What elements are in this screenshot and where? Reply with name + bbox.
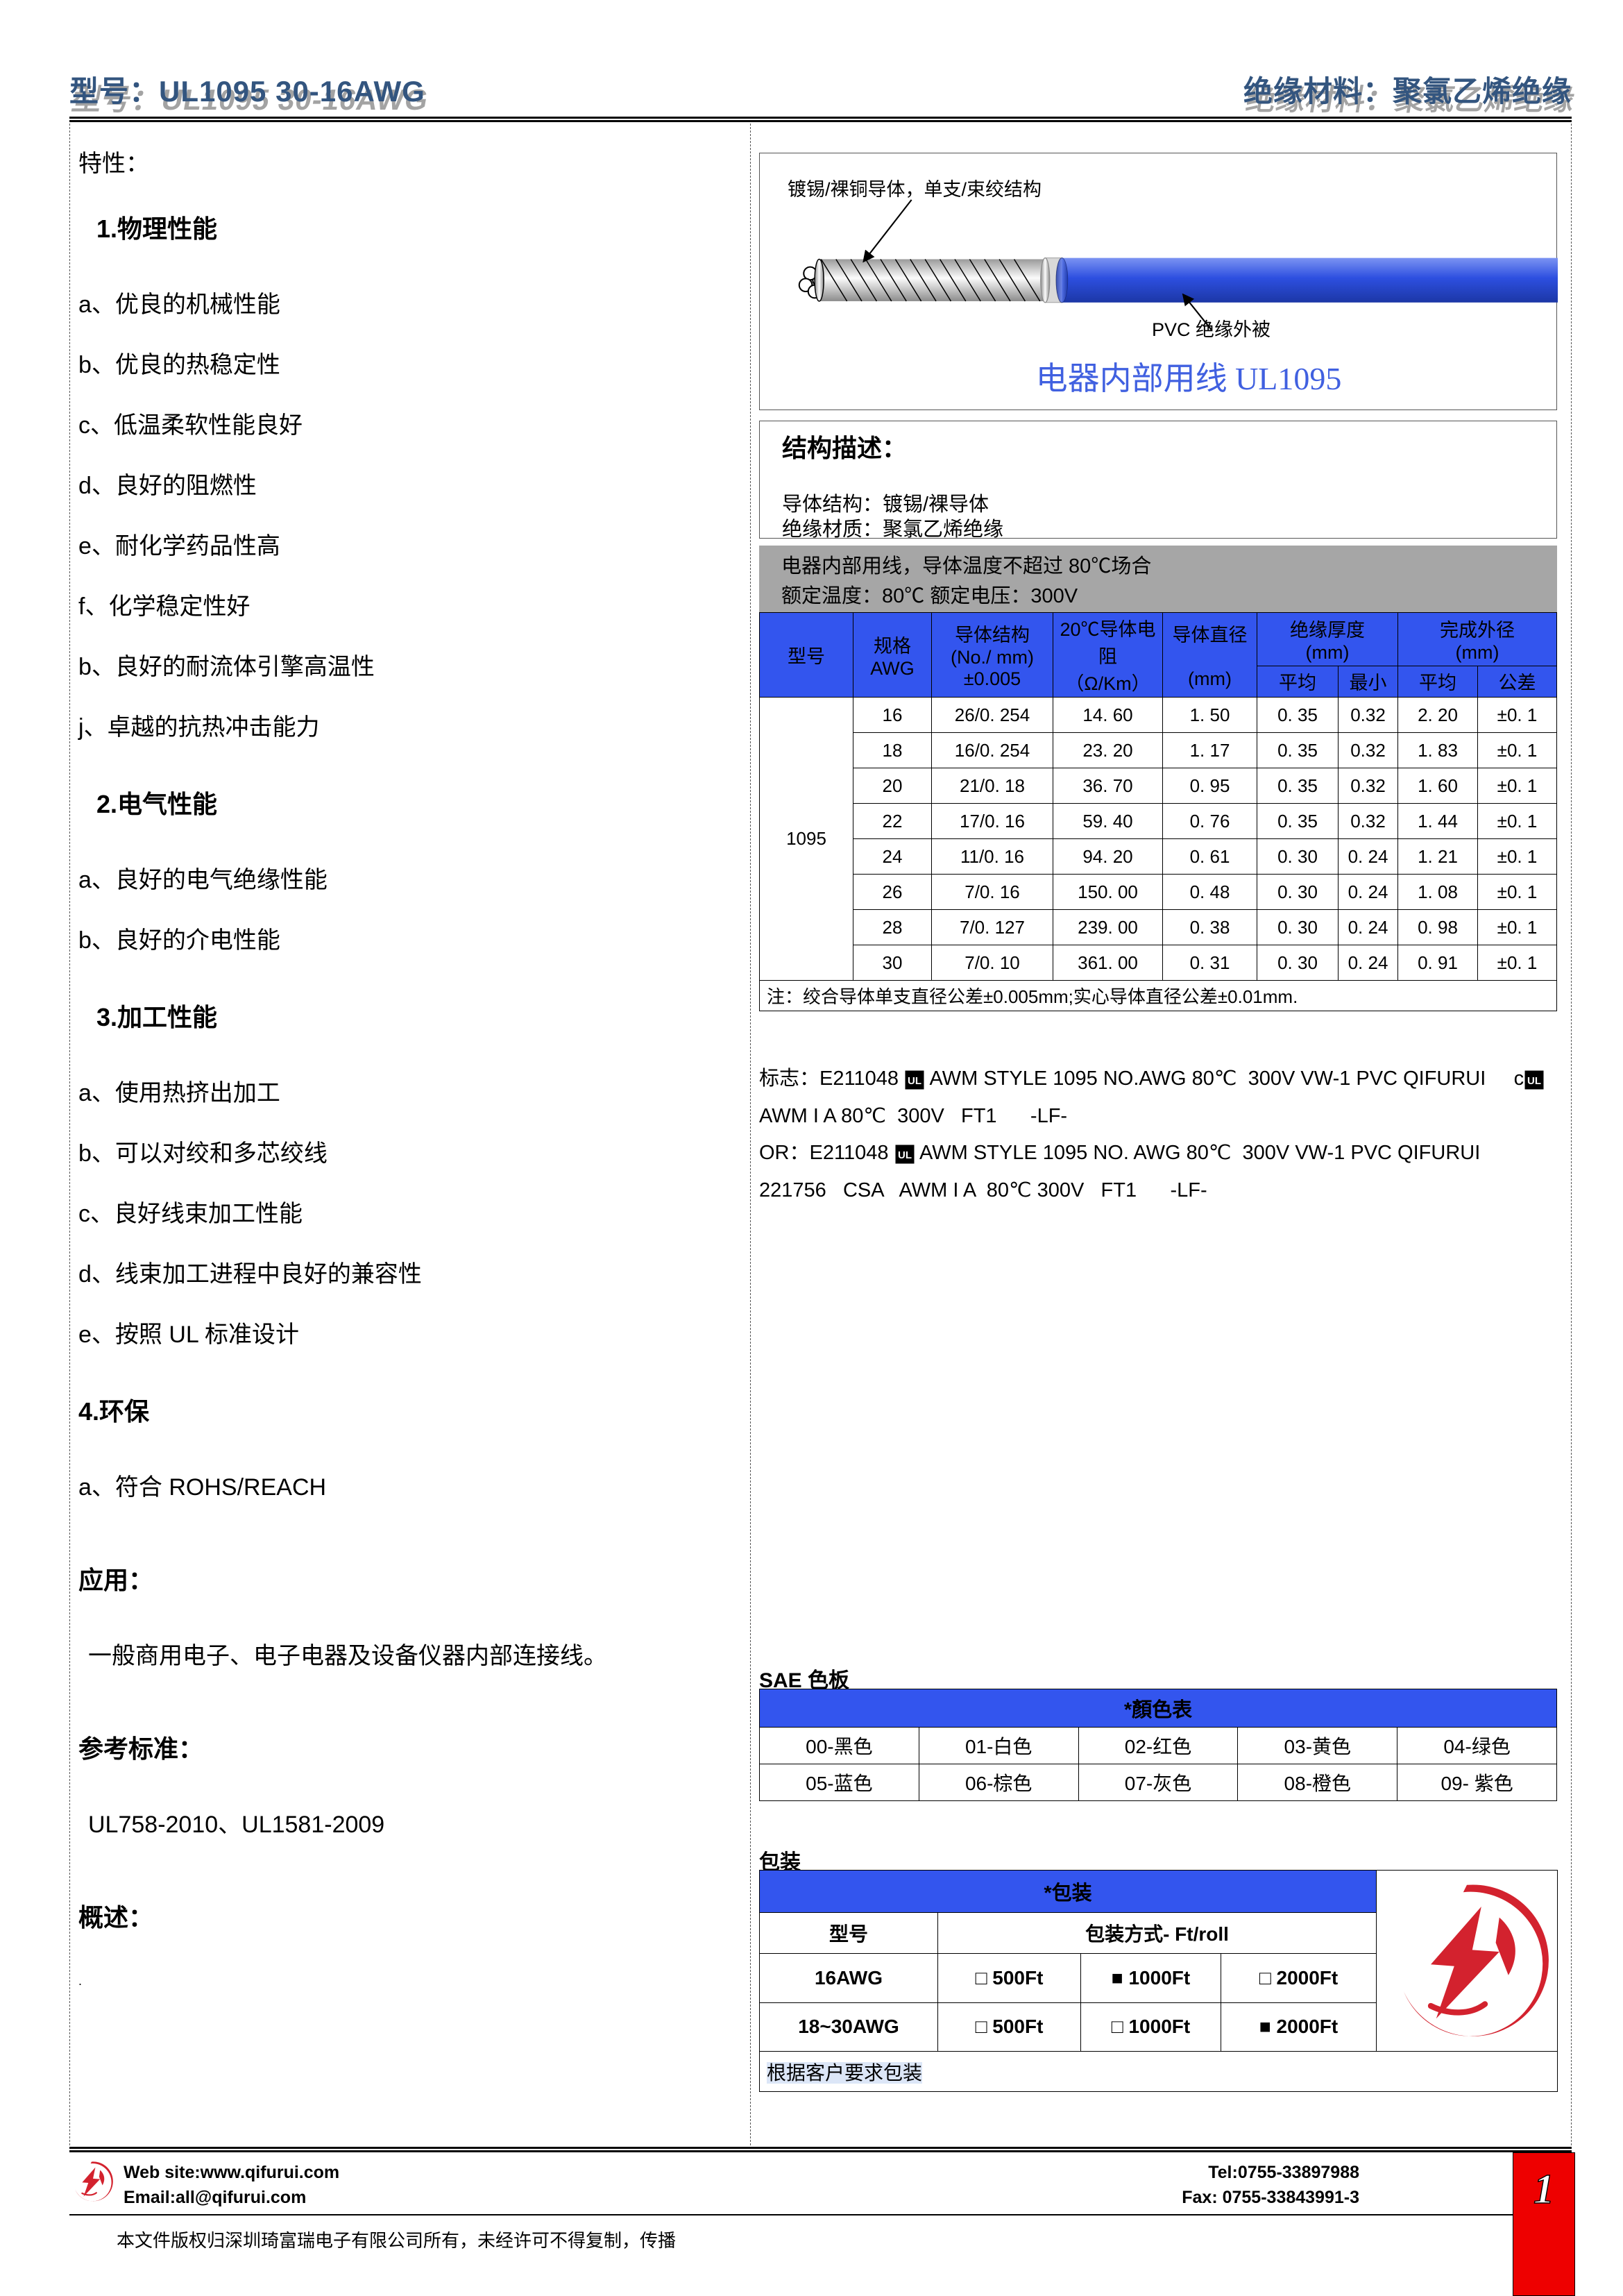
- svg-text:UL: UL: [898, 1149, 912, 1161]
- svg-text:UL: UL: [1527, 1075, 1541, 1087]
- svg-text:UL: UL: [908, 1075, 921, 1087]
